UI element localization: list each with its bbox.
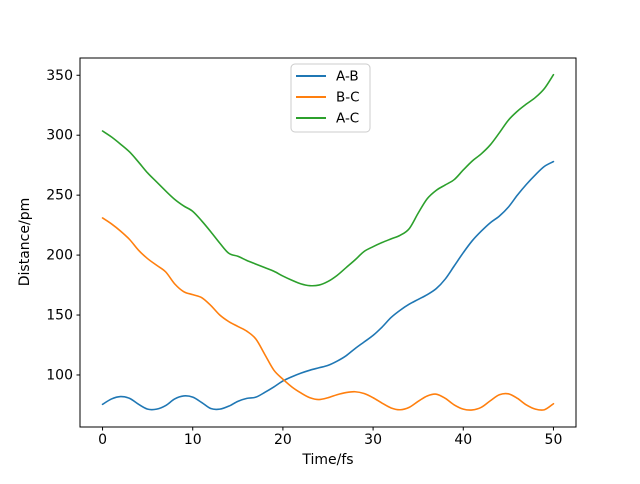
y-tick-label: 200 xyxy=(46,248,73,264)
x-tick-label: 30 xyxy=(364,432,382,448)
series-line-A-B xyxy=(101,160,555,411)
y-tick-label: 350 xyxy=(46,68,73,84)
x-tick-label: 10 xyxy=(184,432,202,448)
x-tick-label: 20 xyxy=(274,432,292,448)
axes: 0 10 20 30 40 50 100 150 200 250 300 350 xyxy=(46,57,577,448)
axes-frame xyxy=(79,57,577,428)
plot-curves xyxy=(101,73,555,411)
series-line-B-C xyxy=(101,217,555,411)
x-tick-label: 40 xyxy=(454,432,472,448)
x-axis-label: Time/fs xyxy=(301,452,353,468)
y-tick-label: 100 xyxy=(46,367,73,383)
series-line-A-C xyxy=(101,73,555,287)
legend-label-ab: A-B xyxy=(336,69,359,85)
legend-box xyxy=(290,63,371,133)
x-tick-label: 0 xyxy=(98,432,107,448)
legend-label-bc: B-C xyxy=(336,90,360,106)
y-tick-label: 300 xyxy=(46,128,73,144)
legend: A-B B-C A-C xyxy=(290,63,371,133)
y-tick-label: 250 xyxy=(46,188,73,204)
y-axis-label: Distance/pm xyxy=(17,198,33,286)
y-tick-label: 150 xyxy=(46,308,73,324)
legend-label-ac: A-C xyxy=(336,111,359,127)
x-tick-label: 50 xyxy=(545,432,563,448)
